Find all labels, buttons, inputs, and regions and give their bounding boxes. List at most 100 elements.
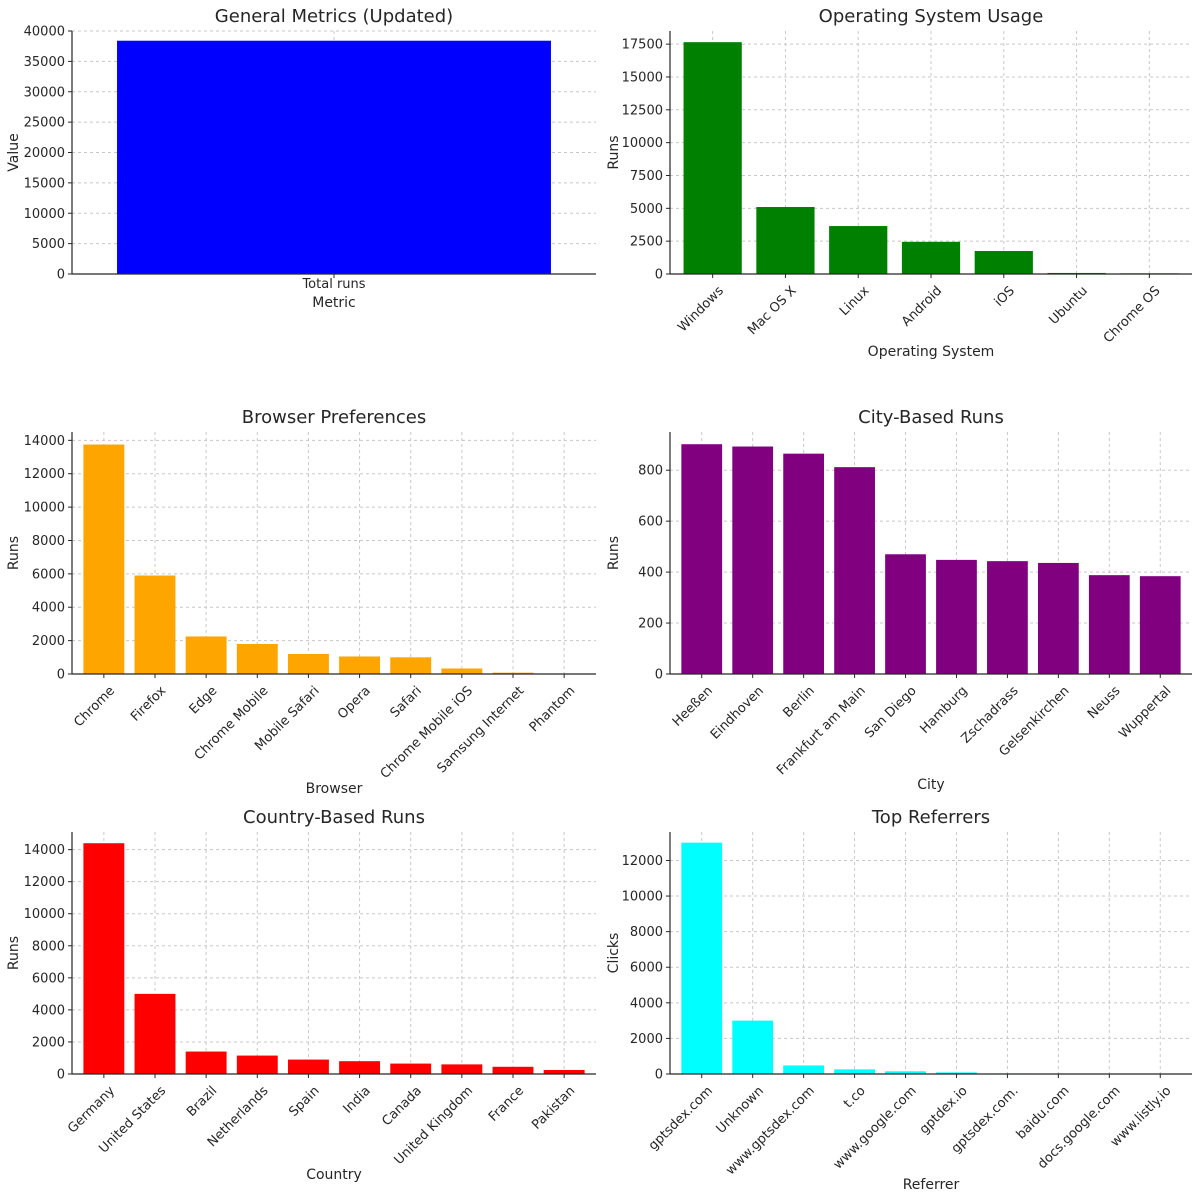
- bar-samsung-internet: [492, 672, 534, 674]
- bar-gelsenkirchen: [1037, 562, 1079, 674]
- y-tick-label: 6000: [32, 567, 65, 582]
- bar-hee-en: [681, 444, 723, 674]
- x-tick-label: Pakistan: [529, 1084, 578, 1133]
- x-axis-label: Browser: [306, 781, 363, 797]
- x-tick-label: India: [341, 1084, 374, 1117]
- x-axis-label: Metric: [312, 295, 356, 311]
- y-tick-label: 6000: [630, 961, 663, 976]
- bar-opera: [339, 656, 381, 674]
- y-tick-label: 5000: [32, 237, 65, 252]
- bar-www-gptsdex-com: [783, 1065, 825, 1074]
- chart-title: General Metrics (Updated): [215, 6, 453, 27]
- y-tick-label: 12000: [24, 467, 65, 482]
- y-tick-label: 17500: [622, 38, 663, 53]
- y-tick-label: 30000: [24, 85, 65, 100]
- x-tick-label: Firefox: [128, 683, 169, 724]
- chart-referrer: Top Referrers 0 2000 4000 6000 8000 10000 12000…: [606, 807, 1192, 1193]
- bar-united-states: [134, 993, 176, 1074]
- x-tick-label: gptdex.io: [917, 1084, 971, 1138]
- x-tick-label: Neuss: [1085, 683, 1124, 722]
- x-tick-label: Frankfurt am Main: [774, 684, 869, 779]
- y-tick-label: 6000: [32, 971, 65, 986]
- bar-neuss: [1088, 575, 1130, 674]
- bar-unknown: [732, 1020, 774, 1074]
- bar-san-diego: [885, 554, 926, 674]
- bar-netherlands: [236, 1055, 278, 1074]
- x-tick-label: www.gptsdex.com: [723, 1084, 818, 1179]
- bar-india: [339, 1061, 381, 1074]
- x-tick-label: Heeßen: [670, 684, 716, 730]
- y-tick-label: 10000: [24, 501, 65, 516]
- chart-general: General Metrics (Updated) 0 5000 10000 15000…: [6, 6, 596, 311]
- chart-title: City-Based Runs: [858, 407, 1004, 428]
- bar-chrome-mobile: [236, 643, 278, 674]
- x-axis-label: Country: [306, 1167, 362, 1183]
- y-tick-label: 2000: [32, 1035, 65, 1050]
- x-tick-label: Chrome: [71, 684, 118, 731]
- bar-edge: [185, 636, 227, 674]
- y-tick-label: 0: [57, 668, 65, 683]
- x-tick-label: Edge: [187, 684, 221, 718]
- bar-linux: [829, 226, 888, 274]
- chart-browser: Browser Preferences 0 2000 4000 6000 8000 1000…: [6, 407, 596, 797]
- y-tick-label: 4000: [32, 1003, 65, 1018]
- y-tick-label: 400: [638, 566, 663, 581]
- bar-chrome: [83, 444, 125, 674]
- x-tick-label: Phantom: [527, 684, 579, 736]
- x-tick-label: Chrome OS: [1101, 284, 1164, 347]
- bar-frankfurt-am-main: [834, 467, 875, 674]
- y-tick-label: 0: [57, 1068, 65, 1083]
- y-tick-label: 12000: [24, 875, 65, 890]
- bar-windows: [683, 42, 742, 275]
- bar-firefox: [134, 575, 176, 674]
- y-axis-label: Runs: [6, 536, 22, 570]
- bar-android: [901, 241, 961, 274]
- y-tick-label: 8000: [630, 925, 663, 940]
- bar-total-runs: [117, 40, 551, 274]
- x-tick-label: Safari: [388, 684, 425, 721]
- y-tick-label: 8000: [32, 939, 65, 954]
- y-tick-label: 14000: [24, 434, 65, 449]
- x-tick-label: Brazil: [184, 1084, 220, 1120]
- y-axis-label: Runs: [6, 936, 22, 970]
- bar-gptdex-io: [936, 1072, 977, 1074]
- bar-canada: [390, 1063, 432, 1074]
- chart-title: Country-Based Runs: [243, 807, 425, 828]
- x-tick-label: Chrome Mobile iOS: [378, 684, 476, 782]
- x-tick-label: San Diego: [862, 684, 920, 742]
- bar-germany: [83, 843, 125, 1074]
- x-tick-label: Eindhoven: [708, 684, 767, 743]
- y-tick-label: 5000: [630, 202, 663, 217]
- y-axis-label: Clicks: [606, 933, 622, 974]
- chart-title: Operating System Usage: [819, 6, 1044, 27]
- x-tick-label: France: [486, 1084, 527, 1125]
- x-tick-label: Android: [899, 284, 945, 330]
- bar-berlin: [783, 453, 825, 674]
- x-tick-label: Spain: [286, 1084, 322, 1120]
- y-tick-label: 12500: [622, 103, 663, 118]
- y-tick-label: 15000: [24, 176, 65, 191]
- y-tick-label: 4000: [630, 996, 663, 1011]
- x-tick-label: Mac OS X: [745, 284, 800, 339]
- y-tick-label: 10000: [622, 136, 663, 151]
- x-tick-label: t.co: [841, 1084, 869, 1112]
- bar-ios: [974, 251, 1033, 274]
- y-tick-label: 0: [655, 668, 663, 683]
- x-axis-label: Operating System: [868, 344, 995, 360]
- bar-eindhoven: [732, 446, 774, 674]
- y-tick-label: 0: [57, 268, 65, 283]
- y-axis-label: Value: [6, 133, 22, 171]
- bar-chrome-mobile-ios: [441, 668, 483, 674]
- bar-t-co: [834, 1069, 875, 1074]
- y-tick-label: 2000: [630, 1032, 663, 1047]
- y-tick-label: 10000: [622, 890, 663, 905]
- y-tick-label: 800: [638, 464, 663, 479]
- bar-zschadrass: [987, 561, 1028, 674]
- bar-united-kingdom: [441, 1064, 483, 1074]
- y-tick-label: 2000: [32, 634, 65, 649]
- x-tick-label: Germany: [65, 1083, 118, 1136]
- x-tick-label: gptsdex.com: [646, 1084, 716, 1154]
- y-tick-label: 35000: [24, 55, 65, 70]
- chart-city: City-Based Runs 0 200 400 600 800 HeeßenEindho…: [606, 407, 1192, 793]
